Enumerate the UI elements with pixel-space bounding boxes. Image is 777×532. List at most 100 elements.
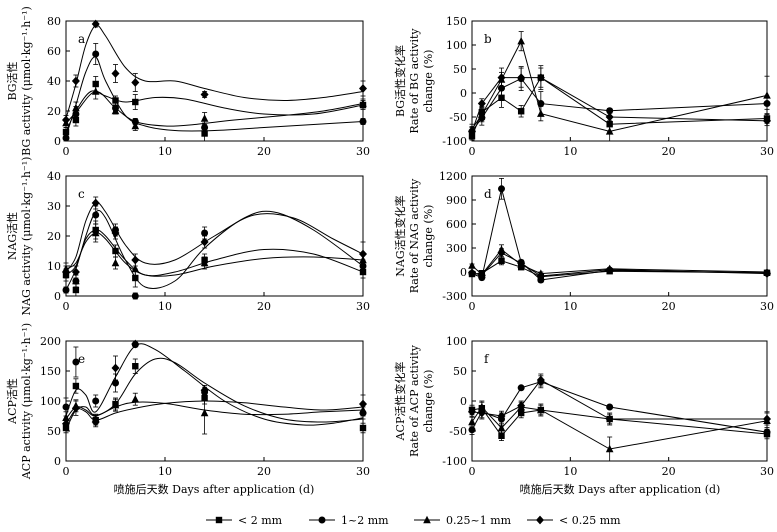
series-square <box>468 256 771 280</box>
series-circle <box>62 43 367 142</box>
series-line <box>471 252 768 277</box>
panel-label: f <box>484 352 490 366</box>
data-point <box>468 261 476 269</box>
y-tick-label: 50 <box>453 365 467 378</box>
y-tick-label: 0 <box>460 266 467 279</box>
series-square <box>468 401 771 442</box>
legend-marker-circle <box>318 516 326 524</box>
series-line <box>471 406 768 450</box>
x-tick-label: 10 <box>563 145 577 158</box>
series-diamond <box>62 19 367 125</box>
x-tick-label: 30 <box>356 300 370 313</box>
chart-panel-f: -100 -50 0 50 100 0 10 20 30 f ACP活性变化率 Rate of ACP… <box>393 335 774 478</box>
x-tick-label: 30 <box>760 465 774 478</box>
y-tick-label: 50 <box>47 425 61 438</box>
data-point <box>517 36 525 45</box>
data-point <box>605 414 614 424</box>
panel-label: c <box>78 187 85 201</box>
y-axis-label-cn: BG活性变化率 <box>393 45 407 117</box>
y-tick-label: 20 <box>47 230 61 243</box>
panel-label: d <box>484 187 492 201</box>
series-circle <box>468 66 771 136</box>
y-tick-label: -100 <box>442 455 467 468</box>
data-point <box>497 423 506 432</box>
data-point <box>763 116 771 126</box>
y-tick-label: 0 <box>54 290 61 303</box>
data-point <box>468 127 476 136</box>
data-point <box>131 121 140 130</box>
y-tick-label: 50 <box>453 63 467 76</box>
series-triangle <box>62 391 367 435</box>
panel-label: e <box>78 352 85 366</box>
legend-marker-triangle <box>423 515 431 524</box>
y-tick-label: -50 <box>449 425 467 438</box>
data-point <box>605 444 614 453</box>
legend-marker-diamond <box>536 515 544 525</box>
data-point <box>536 375 545 385</box>
y-tick-label: 20 <box>47 105 61 118</box>
data-point <box>359 249 367 259</box>
plot-frame <box>471 340 768 462</box>
data-point <box>201 124 209 131</box>
data-point <box>201 130 208 137</box>
panel-label: b <box>484 32 492 46</box>
y-tick-label: 600 <box>446 218 467 231</box>
data-point <box>200 385 209 395</box>
data-point <box>517 409 525 417</box>
series-line <box>65 90 364 133</box>
data-point <box>606 403 614 411</box>
y-tick-label: 0 <box>54 455 61 468</box>
x-tick-label: 10 <box>563 300 577 313</box>
series-diamond <box>468 373 771 426</box>
x-tick-label: 0 <box>63 300 70 313</box>
x-tick-label: 10 <box>158 465 172 478</box>
data-point <box>359 84 367 93</box>
x-tick-label: 20 <box>662 300 676 313</box>
x-tick-label: 0 <box>63 145 70 158</box>
data-point <box>477 99 486 108</box>
series-diamond <box>468 67 771 137</box>
data-point <box>91 198 100 208</box>
series-line <box>65 209 364 291</box>
y-tick-label: 100 <box>40 395 61 408</box>
x-tick-label: 20 <box>662 145 676 158</box>
data-point <box>478 402 486 411</box>
data-point <box>605 112 614 122</box>
data-point <box>517 401 526 411</box>
data-point <box>200 408 209 417</box>
series-diamond <box>62 196 367 279</box>
data-point <box>92 211 100 219</box>
y-axis-label-cn: ACP活性变化率 <box>393 362 407 442</box>
series-line <box>471 77 768 132</box>
y-tick-label: -300 <box>442 290 467 303</box>
x-tick-label: 20 <box>257 145 271 158</box>
data-point <box>131 339 140 349</box>
data-point <box>537 109 545 117</box>
data-point <box>468 426 476 434</box>
data-point <box>497 73 506 83</box>
data-point <box>131 78 140 87</box>
legend: < 2 mm 1~2 mm 0.25~1 mm < 0.25 mm <box>206 514 621 527</box>
data-point <box>62 419 70 429</box>
data-point <box>71 76 80 86</box>
data-point <box>62 267 70 277</box>
y-tick-label: 0 <box>460 87 467 100</box>
y-tick-label: 0 <box>460 395 467 408</box>
legend-label: < 2 mm <box>238 514 283 527</box>
data-point <box>111 228 120 238</box>
data-point <box>201 229 209 237</box>
y-axis-label-cn: ACP活性 <box>5 378 19 425</box>
data-point <box>477 270 486 280</box>
x-tick-label: 10 <box>158 300 172 313</box>
x-tick-label: 30 <box>760 145 774 158</box>
data-point <box>763 91 771 99</box>
data-point <box>605 127 614 135</box>
data-point <box>131 255 140 265</box>
data-point <box>72 286 80 294</box>
x-tick-label: 30 <box>356 465 370 478</box>
data-point <box>359 424 367 432</box>
data-point <box>200 90 209 99</box>
data-point <box>111 69 120 78</box>
data-point <box>200 258 209 267</box>
data-point <box>536 271 545 281</box>
